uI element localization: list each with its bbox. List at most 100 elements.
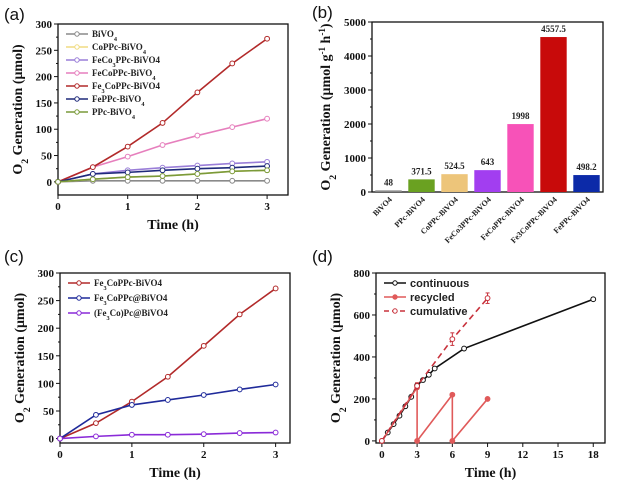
- data-point: [93, 411, 99, 418]
- data-point: [431, 365, 438, 372]
- data-point: [414, 383, 421, 389]
- label-fragment: Fe: [94, 278, 104, 288]
- data-point: [484, 295, 491, 302]
- x-tick-label: 0: [379, 449, 385, 461]
- bar: [507, 124, 534, 192]
- y-tick-label: 300: [38, 268, 55, 280]
- data-point: [93, 420, 99, 427]
- bar: [540, 37, 567, 192]
- y-tick-label: 200: [36, 72, 53, 84]
- x-tick-label: 6: [450, 449, 456, 461]
- y-tick-label: 0: [47, 177, 53, 189]
- x-tick-label: 0: [57, 449, 63, 461]
- data-point: [590, 296, 597, 303]
- label-fragment: 4: [143, 49, 147, 56]
- data-point: [264, 35, 270, 42]
- data-point: [272, 429, 279, 436]
- legend-label: cumulative: [410, 306, 467, 318]
- data-point: [89, 164, 96, 171]
- data-point: [264, 177, 270, 184]
- legend-swatch-marker: [76, 280, 82, 286]
- label-fragment: Generation (μmol): [13, 293, 28, 408]
- data-point: [236, 430, 243, 436]
- x-tick-label: 3: [273, 449, 279, 461]
- data-point: [272, 285, 279, 292]
- series-line-fe3coppc-bivo4: [57, 38, 268, 183]
- bar-data-label: 4557.5: [541, 24, 566, 34]
- label-fragment: ): [319, 23, 334, 28]
- x-category-label: PPc-BiVO4: [393, 195, 427, 229]
- y-tick-label: 150: [36, 98, 53, 110]
- label-fragment: CoPPc@BiVO4: [107, 293, 168, 303]
- label-fragment: 3: [102, 88, 105, 95]
- bar-data-label: 643: [481, 157, 495, 167]
- x-axis-label: Time (h): [465, 466, 517, 481]
- data-point: [194, 171, 201, 177]
- panel-label: (a): [4, 5, 25, 24]
- y-tick-label: 300: [36, 19, 53, 31]
- data-point: [159, 173, 166, 179]
- bar: [474, 170, 501, 192]
- series-line-fe3coppc-bivo4: [59, 383, 276, 440]
- label-fragment: Generation (μmol): [11, 44, 26, 159]
- data-point: [378, 438, 385, 444]
- legend-label: PPc-BiVO4: [92, 107, 136, 121]
- x-category-label: BiVO4: [371, 195, 394, 218]
- label-fragment: 3: [104, 300, 107, 307]
- label-fragment: -1: [317, 28, 327, 36]
- panel-label: (d): [312, 247, 333, 266]
- data-point: [272, 381, 279, 388]
- legend-swatch-marker: [392, 280, 398, 286]
- legend-label: FeCoPPc-BiVO4: [92, 68, 156, 82]
- label-fragment: FeCo: [92, 55, 113, 65]
- data-point: [124, 174, 131, 181]
- legend-swatch-marker: [74, 44, 80, 50]
- data-point: [57, 435, 63, 442]
- label-fragment: O: [319, 180, 334, 191]
- data-point: [89, 171, 96, 177]
- bar: [441, 174, 468, 192]
- data-point: [414, 438, 421, 444]
- bar-data-label: 1998: [512, 111, 531, 121]
- y-tick-label: 100: [36, 124, 53, 136]
- data-point: [229, 168, 236, 175]
- data-point: [159, 142, 166, 148]
- x-tick-label: 3: [414, 449, 420, 461]
- label-fragment: Fe: [92, 81, 102, 91]
- legend-label: (Fe3Co)Pc@BiVO4: [94, 308, 168, 322]
- y-tick-label: 0: [49, 434, 55, 446]
- data-point: [128, 431, 135, 438]
- y-tick-label: 150: [38, 351, 55, 363]
- x-axis-label: Time (h): [147, 218, 199, 233]
- label-fragment: 3: [104, 285, 107, 292]
- legend-label: FePPc-BiVO4: [92, 94, 145, 108]
- data-point: [194, 89, 201, 96]
- data-point: [236, 311, 243, 318]
- legend-swatch-marker: [74, 31, 80, 37]
- y-axis-label: O2 Generation (μmol): [11, 44, 31, 175]
- axes-frame: [57, 23, 289, 196]
- panel-d: (d) 0 3 6 9 12 15 18 0 200 400 600 800 Time (h) O2 Gen…: [312, 247, 606, 481]
- x-tick-label: 2: [195, 201, 201, 213]
- data-point: [200, 392, 207, 398]
- label-fragment: (Fe: [94, 308, 107, 318]
- legend-swatch-marker: [392, 308, 398, 314]
- label-fragment: 4: [141, 101, 145, 108]
- legend-label: Fe3CoPPc@BiVO4: [94, 293, 168, 307]
- data-point: [124, 153, 131, 160]
- y-tick-label: 100: [38, 378, 55, 390]
- data-point: [236, 386, 243, 393]
- y-tick-label: 400: [354, 352, 371, 364]
- x-axis-label: Time (h): [149, 466, 201, 481]
- legend-label: CoPPc-BiVO4: [92, 42, 147, 56]
- y-tick-label: 5000: [344, 17, 367, 29]
- y-tick-label: 50: [43, 406, 55, 418]
- label-fragment: CoPPc-BiVO4: [105, 81, 161, 91]
- legend-swatch-marker: [74, 109, 80, 115]
- y-tick-label: 0: [361, 187, 367, 199]
- label-fragment: O: [13, 412, 28, 423]
- label-fragment: 2: [20, 159, 31, 164]
- x-tick-label: 2: [201, 449, 207, 461]
